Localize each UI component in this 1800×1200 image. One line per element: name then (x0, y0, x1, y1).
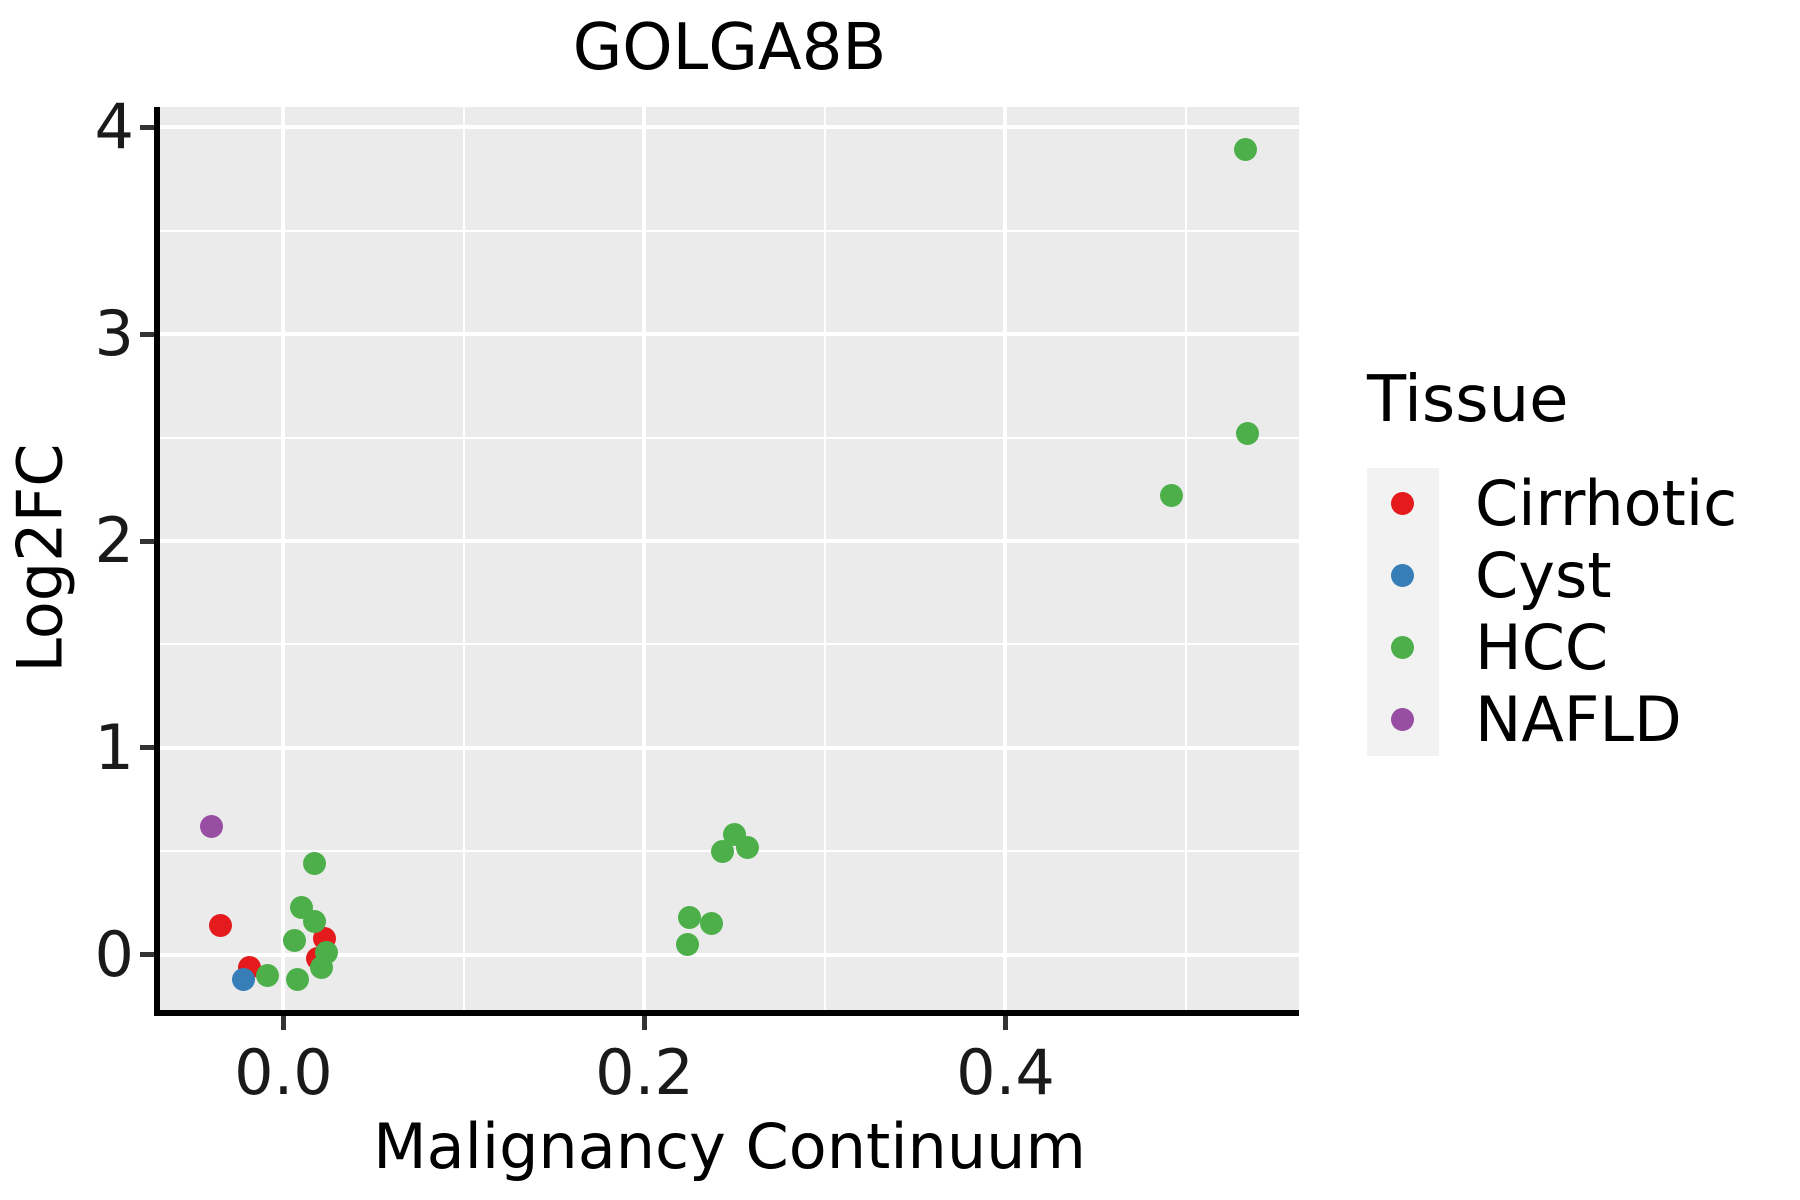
legend-entry-label: Cyst (1475, 539, 1612, 612)
chart-title: GOLGA8B (572, 11, 887, 85)
data-point-hcc (302, 910, 326, 934)
data-point-hcc (676, 933, 700, 957)
cirrhotic-legend-dot-icon (1391, 492, 1414, 515)
legend-entry-cirrhotic: Cirrhotic (1367, 468, 1737, 540)
nafld-legend-dot-icon (1391, 708, 1414, 731)
legend-title: Tissue (1367, 363, 1569, 437)
data-point-hcc (678, 906, 702, 930)
y-tick-label: 3 (94, 297, 134, 371)
x-tick-mark (280, 1016, 286, 1030)
y-axis-line (154, 107, 160, 1016)
minor-gridline-x (823, 107, 826, 1010)
x-axis-line (154, 1010, 1299, 1016)
legend-entry-nafld: NAFLD (1367, 684, 1737, 756)
x-tick-mark (641, 1016, 647, 1030)
y-axis-title: Log2FC (3, 443, 77, 673)
y-tick-mark (140, 745, 154, 751)
major-gridline-x (642, 107, 647, 1010)
data-point-nafld (199, 815, 223, 839)
data-point-hcc (710, 839, 734, 863)
minor-gridline-x (462, 107, 465, 1010)
major-gridline-y (160, 745, 1299, 750)
y-tick-mark (140, 952, 154, 958)
x-axis-title: Malignancy Continuum (373, 1110, 1086, 1183)
minor-gridline-y (160, 229, 1299, 232)
data-point-hcc (1234, 138, 1258, 162)
x-tick-label: 0.0 (234, 1036, 333, 1109)
data-point-hcc (255, 964, 279, 988)
legend-entry-label: Cirrhotic (1475, 467, 1738, 540)
x-tick-label: 0.2 (595, 1036, 694, 1109)
hcc-legend-dot-icon (1391, 636, 1414, 659)
major-gridline-y (160, 952, 1299, 957)
data-point-hcc (1160, 483, 1184, 507)
y-tick-label: 1 (94, 710, 134, 784)
legend-entry-label: NAFLD (1475, 683, 1682, 756)
major-gridline-y (160, 332, 1299, 337)
legend-entry-label: HCC (1475, 611, 1609, 684)
x-tick-label: 0.4 (956, 1036, 1055, 1109)
data-point-hcc (302, 852, 326, 876)
major-gridline-x (1003, 107, 1008, 1010)
data-point-hcc (735, 835, 759, 859)
plot-panel (160, 107, 1299, 1010)
data-point-cirrhotic (208, 914, 232, 938)
y-tick-label: 2 (94, 504, 134, 577)
x-tick-mark (1002, 1016, 1008, 1030)
minor-gridline-y (160, 643, 1299, 646)
legend-key (1367, 468, 1439, 540)
data-point-hcc (699, 912, 723, 936)
major-gridline-y (160, 125, 1299, 130)
y-tick-mark (140, 124, 154, 130)
legend-key (1367, 612, 1439, 684)
legend-entry-hcc: HCC (1367, 612, 1737, 684)
legend-entry-cyst: Cyst (1367, 540, 1737, 612)
legend-key (1367, 540, 1439, 612)
minor-gridline-y (160, 436, 1299, 439)
minor-gridline-x (1185, 107, 1187, 1010)
y-tick-label: 0 (94, 917, 134, 991)
data-point-hcc (309, 955, 333, 979)
major-gridline-x (281, 107, 286, 1010)
legend-key (1367, 684, 1439, 756)
data-point-cyst (232, 968, 256, 992)
y-tick-mark (140, 331, 154, 337)
major-gridline-y (160, 539, 1299, 543)
data-point-hcc (282, 928, 306, 952)
legend-entries: Cirrhotic Cyst HCC NAFLD (1367, 468, 1737, 756)
y-tick-label: 4 (94, 90, 134, 164)
y-tick-mark (140, 538, 154, 544)
legend: Tissue Cirrhotic Cyst HCC NAFLD (1367, 368, 1737, 756)
data-point-hcc (286, 968, 310, 992)
data-point-hcc (1235, 421, 1259, 445)
cyst-legend-dot-icon (1391, 564, 1414, 587)
